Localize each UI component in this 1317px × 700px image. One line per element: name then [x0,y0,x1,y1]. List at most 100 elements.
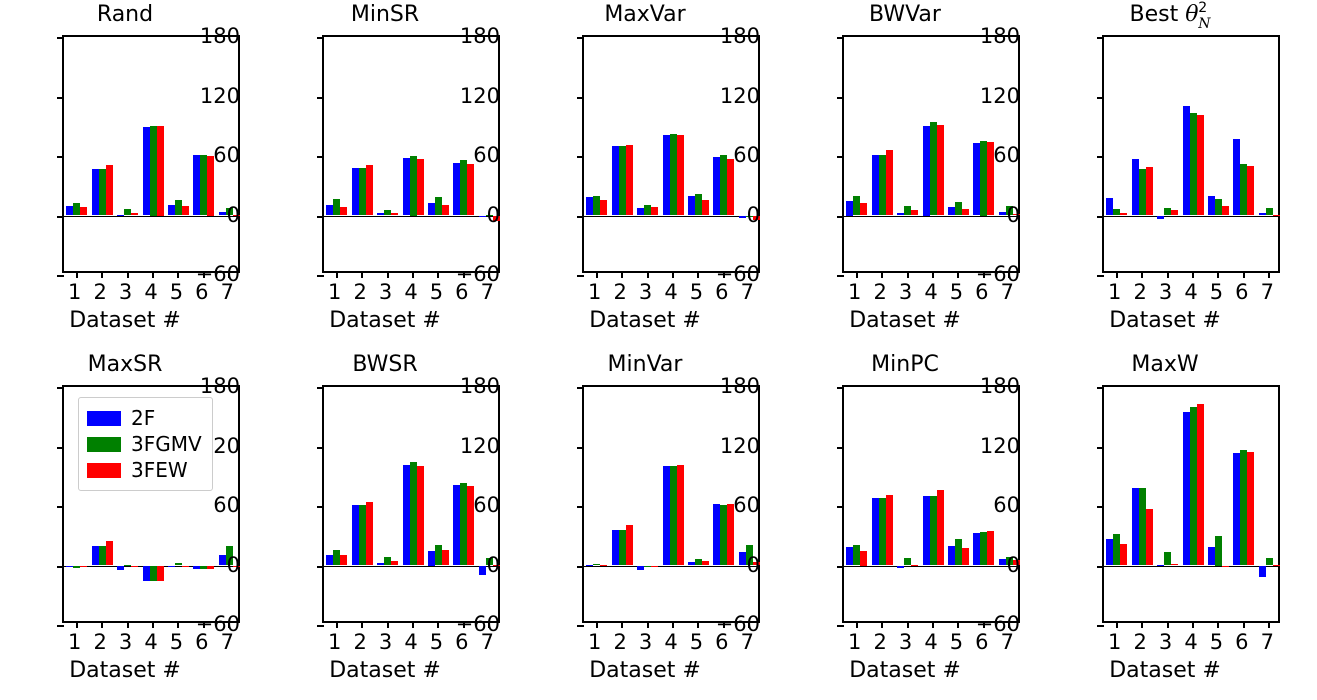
bar [416,158,424,216]
bar [669,466,677,566]
bar [441,549,449,566]
x-tick-mark [488,271,491,278]
bar [391,212,399,216]
bar [441,204,449,216]
bar [1145,166,1153,216]
y-tick-label: −60 [455,612,500,636]
panel-title: MaxVar [604,2,686,27]
legend-item-3few[interactable]: 3FEW [87,457,202,483]
x-tick-mark [1192,621,1194,628]
bar [1272,214,1280,216]
bar [947,206,955,216]
x-tick-label: 7 [220,630,234,654]
x-tick-label: 2 [1133,280,1147,304]
x-tick-mark [881,271,884,278]
x-tick-mark [881,621,884,628]
bar [998,558,1006,566]
y-tick-mark [577,96,584,99]
bar [200,565,208,570]
bar [326,554,334,566]
x-tick-mark [722,621,725,628]
bar [860,202,868,216]
x-tick-label: 4 [1184,280,1198,304]
x-tick-mark [101,271,104,278]
x-axis-label: Dataset # [849,308,961,333]
legend-item-2f[interactable]: 2F [87,405,202,431]
bar [485,214,493,216]
x-tick-label: 5 [949,630,964,654]
bar [1265,557,1273,566]
bar [911,564,919,566]
bar [954,538,962,566]
bar [694,193,702,216]
bar [1272,564,1280,566]
bar [625,145,633,216]
bar [80,565,88,568]
y-tick-mark [57,96,64,99]
zero-baseline [324,215,498,217]
bar [701,560,709,566]
y-tick-mark [837,446,844,449]
legend-item-3fgmv[interactable]: 3FGMV [87,431,202,457]
bar [961,547,969,566]
bar [1138,168,1146,216]
x-tick-label: 3 [378,280,393,304]
y-tick-mark [317,215,324,218]
x-tick-label: 1 [588,630,602,654]
bar [156,565,164,582]
panel-title: MaxSR [87,352,163,377]
x-tick-mark [855,271,858,278]
bar [402,157,410,216]
bar [91,545,99,566]
bar [427,550,435,566]
bar [402,465,410,566]
bar [409,462,417,566]
y-tick-label: 0 [746,202,760,227]
bar [73,202,81,216]
x-tick-mark [412,271,414,278]
x-tick-label: 3 [638,280,653,304]
x-tick-mark [672,271,674,278]
bar [131,565,139,567]
x-axis-label: Dataset # [1109,308,1221,333]
x-tick-label: 5 [949,280,964,304]
bar [1164,551,1172,566]
bar [1207,546,1215,566]
bar [340,554,348,566]
zero-baseline [64,215,238,217]
bar [492,564,500,566]
panel-minpc: MinPC 1 2 3 4 5 6 7 −60 0 60 120 180 Dataset # [716,350,1030,700]
y-tick-label: 60 [473,493,500,517]
y-tick-mark [57,37,64,39]
bar [885,495,893,566]
legend-swatch-2f [87,410,121,426]
plot-area: −60 0 60 120 180 [976,26,1280,285]
x-tick-mark [697,271,700,278]
bar [904,205,912,216]
y-tick-mark [317,446,324,449]
y-tick-mark [837,37,844,39]
bar [453,485,461,566]
plot-area: −60 0 60 120 180 [456,376,760,635]
y-tick-label: −60 [455,262,500,286]
bar [1182,106,1190,216]
x-tick-mark [488,621,491,628]
y-tick-label: 180 [979,374,1020,398]
x-tick-mark [101,621,104,628]
x-tick-mark [228,621,231,628]
x-axis-label: Dataset # [589,658,701,683]
y-tick-label: 0 [1006,552,1020,577]
y-tick-label: 180 [459,24,500,48]
panel-title: BWVar [869,2,941,27]
bar [384,556,392,566]
x-tick-label: 3 [898,280,913,304]
bar [117,565,125,571]
bar [91,168,99,216]
x-tick-mark [177,271,180,278]
x-axis-label: Dataset # [329,308,441,333]
bar [1171,209,1179,216]
bar [181,205,189,216]
bar [1258,212,1266,216]
bar [351,167,359,216]
bar [207,565,215,570]
